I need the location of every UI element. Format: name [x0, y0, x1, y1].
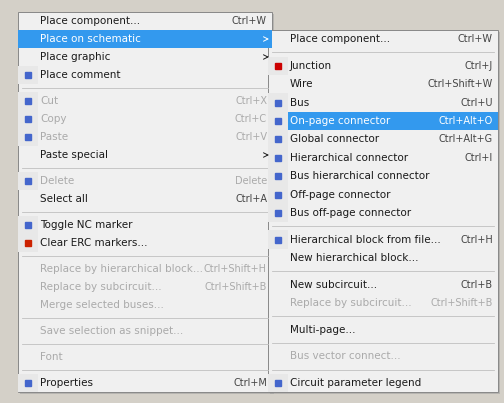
Bar	[18, 12, 272, 392]
Text: Bus: Bus	[290, 98, 309, 108]
Bar	[268, 93, 288, 112]
Text: Ctrl+W: Ctrl+W	[458, 34, 493, 44]
Bar	[268, 204, 288, 222]
Bar	[18, 92, 38, 110]
Text: Save selection as snippet...: Save selection as snippet...	[40, 326, 183, 336]
Text: Global connector: Global connector	[290, 135, 379, 144]
Text: Replace by subcircuit...: Replace by subcircuit...	[290, 298, 412, 308]
Bar	[18, 30, 272, 48]
Text: Font: Font	[40, 352, 62, 362]
Text: Off-page connector: Off-page connector	[290, 190, 391, 199]
Text: Ctrl+X: Ctrl+X	[235, 96, 267, 106]
Text: Place graphic: Place graphic	[40, 52, 110, 62]
Text: Ctrl+Alt+G: Ctrl+Alt+G	[439, 135, 493, 144]
Text: Place component...: Place component...	[40, 16, 140, 26]
Text: Ctrl+W: Ctrl+W	[232, 16, 267, 26]
Text: Bus vector connect...: Bus vector connect...	[290, 351, 401, 361]
Text: Bus hierarchical connector: Bus hierarchical connector	[290, 171, 429, 181]
Bar	[268, 130, 288, 149]
Text: Place component...: Place component...	[290, 34, 390, 44]
Text: Ctrl+A: Ctrl+A	[235, 194, 267, 204]
Bar	[18, 234, 38, 252]
Text: Ctrl+I: Ctrl+I	[465, 153, 493, 163]
Text: Hierarchical connector: Hierarchical connector	[290, 153, 408, 163]
Bar	[18, 374, 38, 392]
Text: New hierarchical block...: New hierarchical block...	[290, 253, 418, 263]
Text: Ctrl+J: Ctrl+J	[465, 61, 493, 71]
Bar	[270, 32, 500, 394]
Bar	[268, 112, 288, 130]
Bar	[268, 374, 288, 392]
Bar	[18, 66, 38, 84]
Bar	[268, 167, 288, 185]
Text: Ctrl+Shift+B: Ctrl+Shift+B	[205, 282, 267, 292]
Text: Ctrl+Alt+O: Ctrl+Alt+O	[439, 116, 493, 126]
Text: Ctrl+C: Ctrl+C	[235, 114, 267, 124]
Text: Replace by subcircuit...: Replace by subcircuit...	[40, 282, 162, 292]
Text: Wire: Wire	[290, 79, 313, 89]
Text: Cut: Cut	[40, 96, 58, 106]
Text: Select all: Select all	[40, 194, 88, 204]
Bar	[18, 110, 38, 128]
Text: Paste: Paste	[40, 132, 68, 142]
Text: Place comment: Place comment	[40, 70, 120, 80]
Text: Properties: Properties	[40, 378, 93, 388]
Text: Ctrl+U: Ctrl+U	[461, 98, 493, 108]
Bar	[268, 112, 498, 130]
Bar	[268, 30, 498, 392]
Text: Ctrl+M: Ctrl+M	[233, 378, 267, 388]
Text: Place on schematic: Place on schematic	[40, 34, 141, 44]
Text: Ctrl+Shift+B: Ctrl+Shift+B	[430, 298, 493, 308]
Bar	[268, 56, 288, 75]
Text: Bus off-page connector: Bus off-page connector	[290, 208, 411, 218]
Bar	[20, 14, 274, 394]
Text: Copy: Copy	[40, 114, 67, 124]
Bar	[18, 128, 38, 146]
Text: Ctrl+Shift+W: Ctrl+Shift+W	[428, 79, 493, 89]
Text: New subcircuit...: New subcircuit...	[290, 280, 377, 290]
Bar	[268, 149, 288, 167]
Bar	[18, 216, 38, 234]
Text: Hierarchical block from file...: Hierarchical block from file...	[290, 235, 441, 245]
Text: Ctrl+H: Ctrl+H	[460, 235, 493, 245]
Text: Paste special: Paste special	[40, 150, 108, 160]
Text: Junction: Junction	[290, 61, 332, 71]
Text: Ctrl+Shift+H: Ctrl+Shift+H	[204, 264, 267, 274]
Text: Ctrl+V: Ctrl+V	[235, 132, 267, 142]
Bar	[18, 172, 38, 190]
Text: Delete: Delete	[40, 176, 74, 186]
Text: Ctrl+B: Ctrl+B	[461, 280, 493, 290]
Text: Replace by hierarchical block...: Replace by hierarchical block...	[40, 264, 203, 274]
Text: On-page connector: On-page connector	[290, 116, 390, 126]
Text: Delete: Delete	[235, 176, 267, 186]
Text: Merge selected buses...: Merge selected buses...	[40, 300, 164, 310]
Text: Multi-page...: Multi-page...	[290, 325, 355, 334]
Text: Clear ERC markers...: Clear ERC markers...	[40, 238, 148, 248]
Text: Circuit parameter legend: Circuit parameter legend	[290, 378, 421, 388]
Bar	[268, 231, 288, 249]
Bar	[268, 185, 288, 204]
Text: Toggle NC marker: Toggle NC marker	[40, 220, 133, 230]
